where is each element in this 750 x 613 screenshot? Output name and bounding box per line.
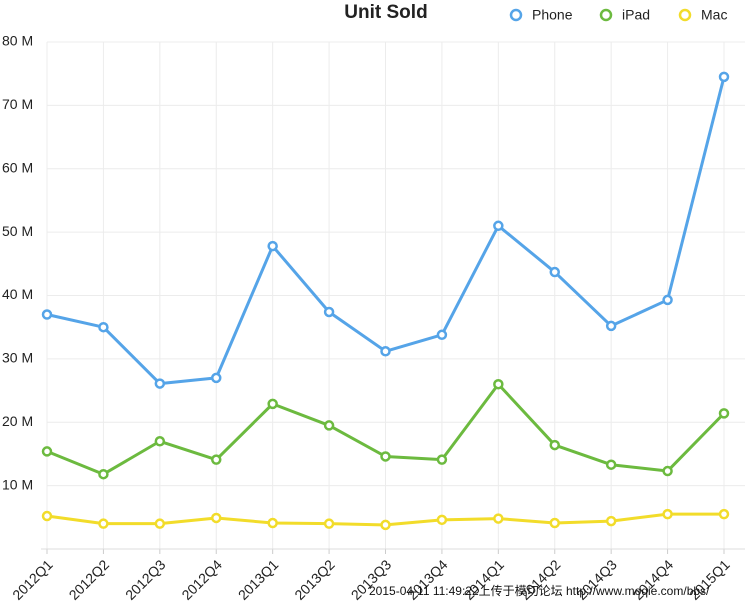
x-tick-label: 2012Q3: [122, 556, 169, 603]
data-point: [211, 372, 222, 384]
watermark: 2015-04-11 11:49:22上传于模切论坛 http://www.mo…: [369, 583, 710, 598]
y-tick-label: 10 M: [2, 476, 33, 492]
data-point: [41, 510, 53, 522]
y-tick-label: 20 M: [2, 413, 33, 429]
data-point: [662, 294, 673, 306]
x-tick-label: 2012Q4: [178, 556, 225, 603]
data-point: [267, 517, 278, 529]
chart-title: Unit Sold: [344, 2, 427, 23]
data-point: [605, 320, 617, 332]
data-point: [323, 518, 335, 529]
data-point: [380, 451, 391, 462]
data-point: [323, 306, 335, 318]
y-tick-label: 60 M: [2, 159, 33, 175]
data-point: [98, 321, 109, 333]
data-point: [718, 508, 730, 520]
data-point: [549, 517, 560, 529]
data-point: [154, 518, 166, 529]
data-point: [380, 519, 391, 531]
data-point: [493, 513, 504, 524]
y-tick-label: 40 M: [2, 286, 33, 302]
x-tick-label: 2013Q1: [235, 556, 282, 603]
data-point: [662, 508, 673, 520]
data-point: [211, 454, 222, 465]
data-point: [267, 398, 278, 410]
data-point: [605, 459, 617, 470]
x-tick-label: 2013Q2: [291, 556, 338, 603]
data-point: [98, 468, 109, 480]
data-point: [493, 220, 504, 232]
y-tick-label: 30 M: [2, 350, 33, 366]
data-point: [41, 309, 53, 320]
data-point: [380, 346, 391, 357]
legend-marker: [599, 8, 613, 22]
data-point: [436, 329, 448, 341]
data-point: [549, 439, 560, 451]
data-point: [267, 240, 278, 252]
y-tick-label: 70 M: [2, 96, 33, 112]
legend-label: iPad: [622, 7, 650, 23]
data-point: [662, 465, 673, 477]
data-point: [436, 454, 448, 465]
data-point: [605, 515, 617, 527]
data-point: [41, 446, 53, 457]
legend-label: Phone: [532, 7, 573, 23]
data-point: [549, 266, 560, 278]
data-point: [154, 436, 166, 447]
data-point: [493, 378, 504, 390]
x-tick-label: 2012Q1: [9, 556, 56, 603]
legend-marker: [509, 8, 523, 22]
data-point: [718, 71, 730, 83]
data-point: [154, 378, 166, 389]
y-tick-label: 80 M: [2, 33, 33, 49]
x-tick-label: 2012Q2: [66, 556, 113, 603]
data-point: [98, 518, 109, 529]
legend-label: Mac: [701, 7, 727, 23]
data-point: [718, 408, 730, 419]
legend-marker: [678, 8, 692, 22]
data-point: [323, 420, 335, 431]
y-tick-label: 50 M: [2, 223, 33, 239]
data-point: [211, 512, 222, 524]
data-point: [436, 514, 448, 526]
